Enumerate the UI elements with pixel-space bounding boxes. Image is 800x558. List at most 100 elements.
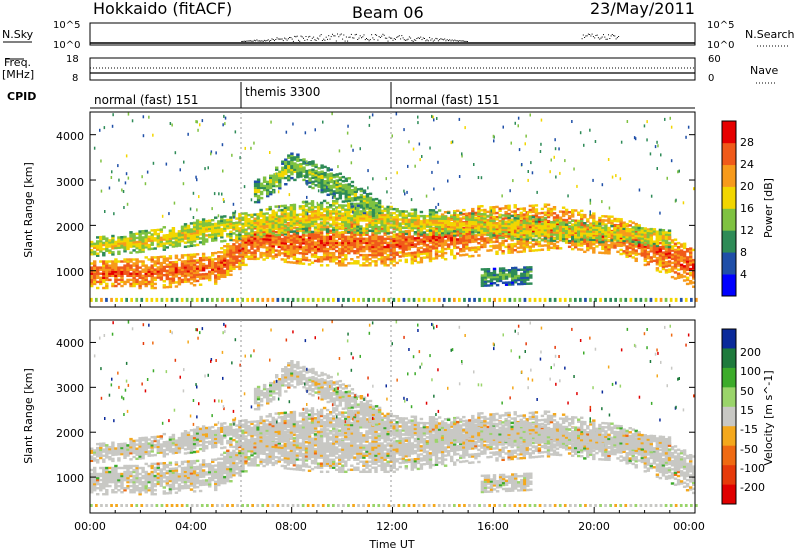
power-cell <box>172 227 175 229</box>
power-cell <box>647 236 650 238</box>
power-cell <box>592 217 595 219</box>
power-cell <box>293 227 296 229</box>
power-cell <box>607 235 610 237</box>
power-cell <box>504 214 507 216</box>
power-cell <box>256 215 259 217</box>
nsky-dot <box>275 39 276 40</box>
power-cell <box>665 257 668 259</box>
power-cell <box>514 214 517 216</box>
power-cell <box>547 244 550 246</box>
power-cell <box>111 275 114 277</box>
power-cell <box>462 244 465 246</box>
power-cell <box>338 223 341 225</box>
power-cell <box>235 224 238 226</box>
power-cell <box>317 224 320 226</box>
power-cell <box>305 203 308 205</box>
power-cell <box>293 233 296 235</box>
nsky-dot <box>423 38 424 39</box>
power-cell <box>320 228 323 230</box>
power-cell <box>284 215 287 217</box>
power-cell <box>383 220 386 222</box>
power-cell <box>344 236 347 238</box>
power-cell <box>471 221 474 223</box>
power-cell <box>604 229 607 231</box>
power-cell <box>208 273 211 275</box>
power-cell <box>175 271 178 273</box>
power-cell <box>217 263 220 265</box>
power-cell <box>574 209 577 211</box>
power-cell <box>368 215 371 217</box>
power-cell <box>659 258 662 260</box>
nsearch-dot <box>585 36 586 37</box>
power-cell <box>108 239 111 241</box>
power-cell <box>102 252 105 254</box>
power-cell <box>229 270 232 272</box>
power-cell <box>393 234 396 236</box>
power-cell <box>205 226 208 228</box>
power-cell <box>653 254 656 256</box>
power-cell <box>90 285 93 287</box>
nsky-dot <box>297 36 298 37</box>
power-cell <box>453 218 456 220</box>
power-cell <box>172 269 175 271</box>
power-cell <box>380 224 383 226</box>
power-cell <box>290 255 293 257</box>
power-cell <box>260 191 263 193</box>
power-cell <box>338 236 341 238</box>
power-cell <box>571 248 574 250</box>
power-cell <box>492 245 495 247</box>
power-cell <box>429 213 432 215</box>
power-cell <box>199 273 202 275</box>
power-cell <box>284 229 287 231</box>
power-cell <box>263 179 266 181</box>
power-cell <box>356 209 359 211</box>
power-cell <box>474 234 477 236</box>
power-cell <box>598 223 601 225</box>
power-cell <box>135 269 138 271</box>
power-cell <box>450 226 453 228</box>
power-cell <box>232 222 235 224</box>
power-cell <box>172 275 175 277</box>
power-cell <box>402 243 405 245</box>
power-cell <box>553 225 556 227</box>
power-cell <box>595 227 598 229</box>
nsky-tick-low: 10^0 <box>53 40 80 51</box>
power-cell <box>465 229 468 231</box>
power-cell <box>402 249 405 251</box>
power-cell <box>638 237 641 239</box>
power-cell <box>311 262 314 264</box>
power-cell <box>353 213 356 215</box>
nsky-dot <box>316 40 317 41</box>
power-cell <box>386 214 389 216</box>
power-cell <box>341 213 344 215</box>
power-cell <box>474 236 477 238</box>
power-cell <box>441 220 444 222</box>
power-cell <box>514 227 517 229</box>
power-cell <box>244 249 247 251</box>
power-cell <box>205 234 208 236</box>
power-cell <box>638 224 641 226</box>
power-cell <box>559 219 562 221</box>
power-cell <box>302 225 305 227</box>
nsearch-dot <box>607 39 608 40</box>
nsky-dot <box>256 39 257 40</box>
power-cell <box>417 261 420 263</box>
power-cell <box>420 225 423 227</box>
nave-tick-low: 0 <box>708 73 714 84</box>
power-cell <box>332 260 335 262</box>
power-cell <box>635 227 638 229</box>
power-cell <box>383 210 386 212</box>
power-cell <box>232 239 235 241</box>
power-cell <box>202 267 205 269</box>
power-cell <box>293 158 296 160</box>
nsky-dot <box>388 41 389 42</box>
power-cell <box>205 267 208 269</box>
power-cell <box>281 221 284 223</box>
power-cell <box>323 246 326 248</box>
power-cell <box>486 234 489 236</box>
power-cell <box>622 234 625 236</box>
power-cell <box>211 254 214 256</box>
power-cell <box>175 275 178 277</box>
power-cell <box>202 239 205 241</box>
power-cell <box>290 227 293 229</box>
